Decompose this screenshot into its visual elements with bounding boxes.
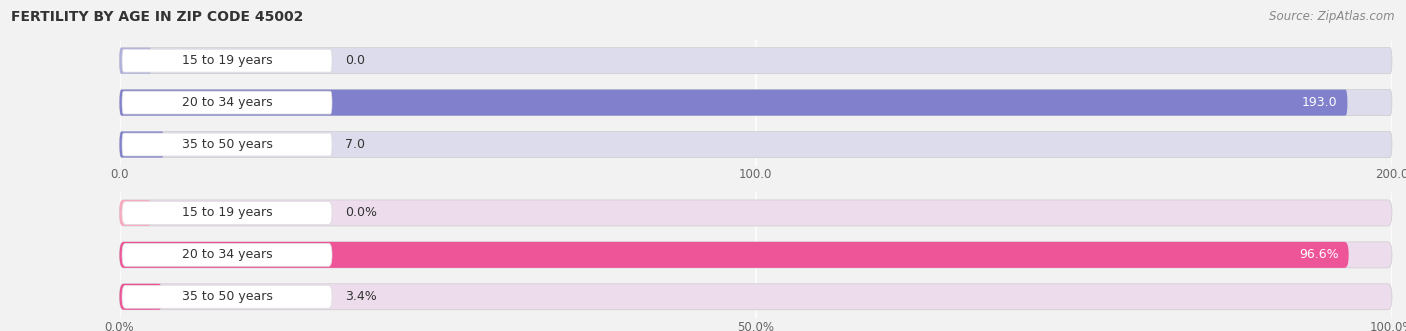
Text: 15 to 19 years: 15 to 19 years: [181, 207, 273, 219]
FancyBboxPatch shape: [120, 131, 165, 158]
Text: 0.0: 0.0: [344, 54, 364, 67]
FancyBboxPatch shape: [120, 284, 163, 310]
Text: 15 to 19 years: 15 to 19 years: [181, 54, 273, 67]
Text: 96.6%: 96.6%: [1299, 248, 1339, 261]
Text: 0.0%: 0.0%: [344, 207, 377, 219]
FancyBboxPatch shape: [120, 242, 1348, 268]
Text: 20 to 34 years: 20 to 34 years: [181, 248, 273, 261]
FancyBboxPatch shape: [120, 131, 1392, 158]
FancyBboxPatch shape: [120, 284, 1392, 310]
FancyBboxPatch shape: [120, 48, 1392, 74]
Text: Source: ZipAtlas.com: Source: ZipAtlas.com: [1270, 10, 1395, 23]
Text: 3.4%: 3.4%: [344, 290, 377, 303]
FancyBboxPatch shape: [122, 49, 332, 72]
FancyBboxPatch shape: [120, 242, 1392, 268]
FancyBboxPatch shape: [122, 133, 332, 156]
Text: 20 to 34 years: 20 to 34 years: [181, 96, 273, 109]
Text: 35 to 50 years: 35 to 50 years: [181, 290, 273, 303]
FancyBboxPatch shape: [122, 285, 332, 308]
Text: FERTILITY BY AGE IN ZIP CODE 45002: FERTILITY BY AGE IN ZIP CODE 45002: [11, 10, 304, 24]
Text: 193.0: 193.0: [1302, 96, 1337, 109]
FancyBboxPatch shape: [122, 202, 332, 224]
FancyBboxPatch shape: [120, 200, 152, 226]
FancyBboxPatch shape: [120, 200, 1392, 226]
FancyBboxPatch shape: [120, 90, 1347, 116]
FancyBboxPatch shape: [120, 48, 152, 74]
Text: 35 to 50 years: 35 to 50 years: [181, 138, 273, 151]
FancyBboxPatch shape: [120, 90, 1392, 116]
FancyBboxPatch shape: [122, 243, 332, 266]
Text: 7.0: 7.0: [344, 138, 364, 151]
FancyBboxPatch shape: [122, 91, 332, 114]
